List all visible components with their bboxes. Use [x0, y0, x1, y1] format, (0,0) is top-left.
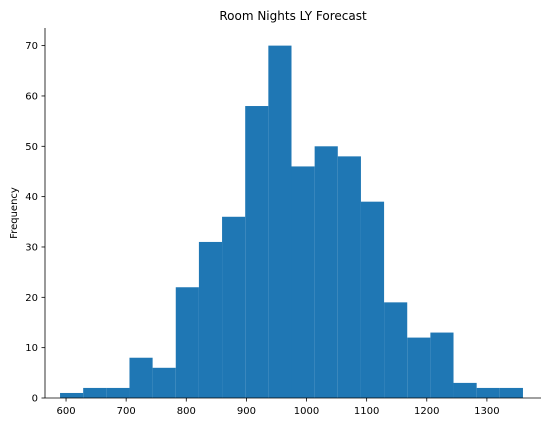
histogram-bar [198, 241, 223, 398]
y-tick-label: 0 [32, 394, 38, 405]
y-tick-label: 40 [25, 192, 38, 203]
histogram-bar [83, 387, 107, 398]
x-tick-label: 1100 [354, 406, 379, 417]
x-tick-label: 600 [56, 406, 75, 417]
histogram-bar [337, 156, 361, 398]
x-tick-label: 900 [237, 406, 256, 417]
histogram-bar [291, 166, 315, 398]
histogram-bar [314, 146, 338, 398]
histogram-bar [453, 382, 477, 398]
y-tick-label: 70 [25, 41, 38, 52]
histogram-bar [245, 106, 269, 398]
y-tick-label: 50 [25, 142, 38, 153]
histogram-bar [129, 357, 153, 398]
bars-group [60, 45, 523, 398]
y-tick-label: 30 [25, 242, 38, 253]
y-tick-label: 10 [25, 343, 38, 354]
x-tick-label: 700 [117, 406, 136, 417]
y-ticks-group: 0 10 20 30 40 50 60 70 [25, 41, 45, 405]
histogram-bar [430, 332, 454, 398]
y-axis-label: Frequency [9, 187, 20, 239]
y-tick-label: 60 [25, 91, 38, 102]
histogram-bar [152, 367, 176, 398]
histogram-bar [268, 45, 292, 398]
histogram-bar [384, 302, 408, 398]
histogram-bar [60, 392, 84, 398]
x-ticks-group: 600 700 800 900 1000 1100 1200 1300 [56, 398, 500, 417]
y-tick-label: 20 [25, 293, 38, 304]
histogram-bar [106, 387, 130, 398]
axes-group [44, 28, 541, 399]
histogram-bar [222, 216, 246, 398]
x-tick-label: 1000 [294, 406, 319, 417]
histogram-bar [407, 337, 431, 398]
histogram-bar [360, 201, 385, 398]
x-tick-label: 1200 [414, 406, 439, 417]
chart-title: Room Nights LY Forecast [219, 9, 367, 23]
histogram-bar [175, 287, 199, 398]
histogram-bar [476, 387, 500, 398]
x-tick-label: 800 [177, 406, 196, 417]
histogram-bar [499, 387, 523, 398]
x-tick-label: 1300 [474, 406, 499, 417]
